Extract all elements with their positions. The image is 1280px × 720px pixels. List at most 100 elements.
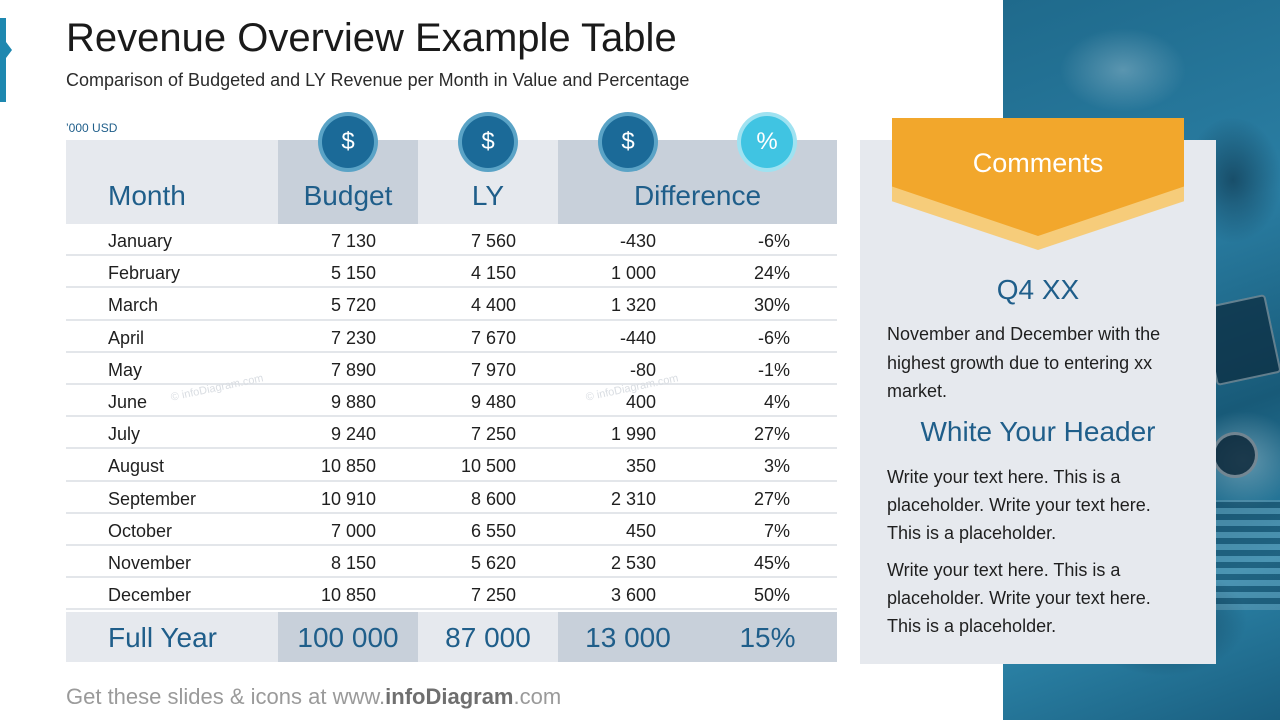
accent-arrow [6,42,12,58]
cell-difference: 1 990 [610,424,656,445]
cell-difference: 1 000 [610,263,656,284]
cell-difference: 450 [625,520,656,541]
cell-budget: 9 880 [330,391,376,412]
table-header: $ $ $ % Month Budget LY Difference [66,116,837,224]
cell-percent: 27% [753,424,790,445]
keyboard-image [1210,500,1280,610]
cell-ly: 7 250 [470,585,516,606]
header-month: Month [108,180,186,211]
cell-percent: -1% [757,359,790,380]
cell-budget: 7 000 [330,520,376,541]
table-row: July 9 240 7 250 1 990 27% [66,417,837,450]
cell-ly: 7 670 [470,327,516,348]
cell-difference: -430 [619,231,656,251]
cell-budget: 7 130 [330,231,376,251]
cell-percent: -6% [757,327,790,348]
cell-difference: 3 600 [610,585,656,606]
cell-budget: 5 150 [330,263,376,284]
table-row: August 10 850 10 500 350 3% [66,449,837,482]
cell-ly: 7 250 [470,424,516,445]
total-ly: 87 000 [445,622,531,653]
cell-difference: -80 [629,359,656,380]
table-row: May 7 890 7 970 -80 -1% [66,353,837,385]
table-total-row: Full Year 100 000 87 000 13 000 15% [66,612,837,662]
table-row: April 7 230 7 670 -440 -6% [66,321,837,353]
table-row: November 8 150 5 620 2 530 45% [66,546,837,579]
cell-month: March [108,295,159,316]
cell-difference: 2 530 [610,552,656,573]
table-row: October 7 000 6 550 450 7% [66,514,837,546]
cell-month: June [108,391,148,412]
table-row: February 5 150 4 150 1 000 24% [66,256,837,289]
total-percent: 15% [739,622,796,653]
cell-ly: 4 400 [470,295,516,316]
cell-difference: 400 [625,391,656,412]
cell-budget: 9 240 [330,424,376,445]
placeholder-paragraph-2: Write your text here. This is a placehol… [887,560,1151,636]
placeholder-paragraph-1: Write your text here. This is a placehol… [887,467,1151,543]
cell-percent: 50% [753,585,790,606]
slide-title: Revenue Overview Example Table [66,16,677,60]
cell-difference: 1 320 [610,295,656,316]
accent-bar [0,18,6,102]
dollar-icon: $ [462,116,514,168]
cell-ly: 8 600 [470,488,516,509]
q-text: November and December with the highest g… [887,324,1161,401]
cell-percent: 3% [763,456,790,477]
cell-budget: 10 850 [320,585,376,606]
cell-percent: 4% [763,391,790,412]
cell-budget: 10 850 [320,456,376,477]
cell-percent: 7% [763,520,790,541]
total-difference: 13 000 [585,622,671,653]
cell-difference: 2 310 [610,488,656,509]
cell-percent: 30% [753,295,790,316]
footer-note: Get these slides & icons at www.infoDiag… [66,684,562,709]
section-header: White Your Header [920,416,1156,447]
cell-budget: 10 910 [320,488,376,509]
cell-ly: 6 550 [470,520,516,541]
coffee-cup-image [1212,432,1258,478]
cell-month: August [108,456,165,477]
cell-month: October [108,520,173,541]
cell-percent: -6% [757,231,790,251]
cell-percent: 27% [753,488,790,509]
cell-month: April [108,327,145,348]
table-row: September 10 910 8 600 2 310 27% [66,482,837,514]
table-row: March 5 720 4 400 1 320 30% [66,288,837,321]
cell-month: July [108,424,141,445]
table-row: January 7 130 7 560 -430 -6% [66,224,837,257]
cell-ly: 7 560 [470,231,516,251]
table-body: January 7 130 7 560 -430 -6% February 5 150 4 1… [66,224,837,611]
slide-subtitle: Comparison of Budgeted and LY Revenue pe… [66,70,690,90]
cell-ly: 4 150 [470,263,516,284]
cell-month: December [108,585,192,606]
table-row: June 9 880 9 480 400 4% [66,385,837,418]
cell-month: February [108,263,181,284]
unit-label: ’000 USD [66,121,118,135]
cell-ly: 10 500 [460,456,516,477]
percent-icon: % [741,116,793,168]
cell-difference: 350 [625,456,656,477]
cell-budget: 7 890 [330,359,376,380]
cell-budget: 5 720 [330,295,376,316]
total-budget: 100 000 [297,622,399,653]
header-budget: Budget [303,180,393,211]
table-row: December 10 850 7 250 3 600 50% [66,578,837,611]
cell-ly: 7 970 [470,359,516,380]
dollar-icon: $ [322,116,374,168]
header-difference: Difference [633,180,762,211]
cell-budget: 7 230 [330,327,376,348]
cell-ly: 5 620 [470,552,516,573]
cell-percent: 45% [753,552,790,573]
cell-month: January [108,231,173,251]
cell-difference: -440 [619,327,656,348]
cell-month: November [108,552,192,573]
cell-month: May [108,359,143,380]
brand-name: infoDiagram [385,684,514,709]
total-label: Full Year [108,622,217,653]
cell-ly: 9 480 [470,391,516,412]
comments-title: Comments [972,148,1104,178]
cell-percent: 24% [753,263,790,284]
header-ly: LY [471,180,505,211]
dollar-icon: $ [602,116,654,168]
